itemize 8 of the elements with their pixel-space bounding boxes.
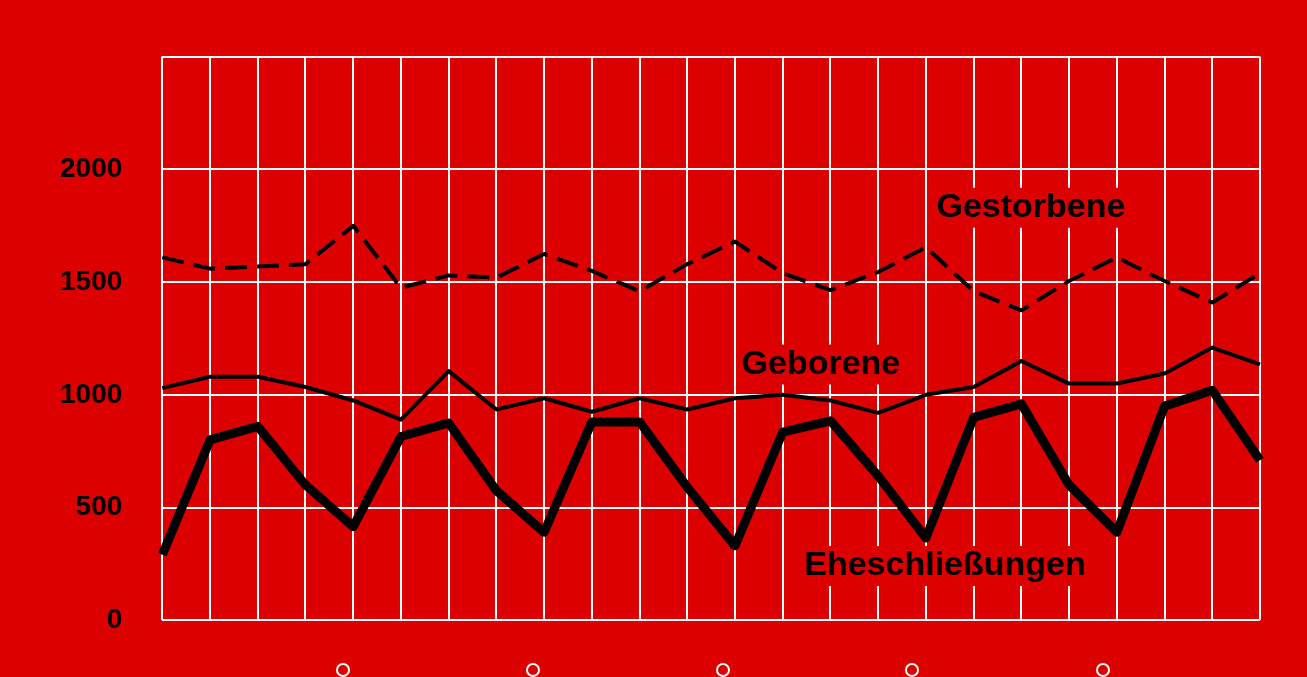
series-label: Geborene — [741, 342, 901, 381]
series-label: Gestorbene — [936, 186, 1126, 225]
y-tick-label: 1500 — [59, 264, 123, 296]
y-tick-label: 1000 — [59, 377, 123, 409]
y-tick-label: 500 — [75, 490, 123, 522]
series-label: Eheschließungen — [804, 544, 1086, 583]
y-tick-label: 2000 — [59, 152, 123, 184]
y-tick-label: 0 — [106, 602, 123, 634]
